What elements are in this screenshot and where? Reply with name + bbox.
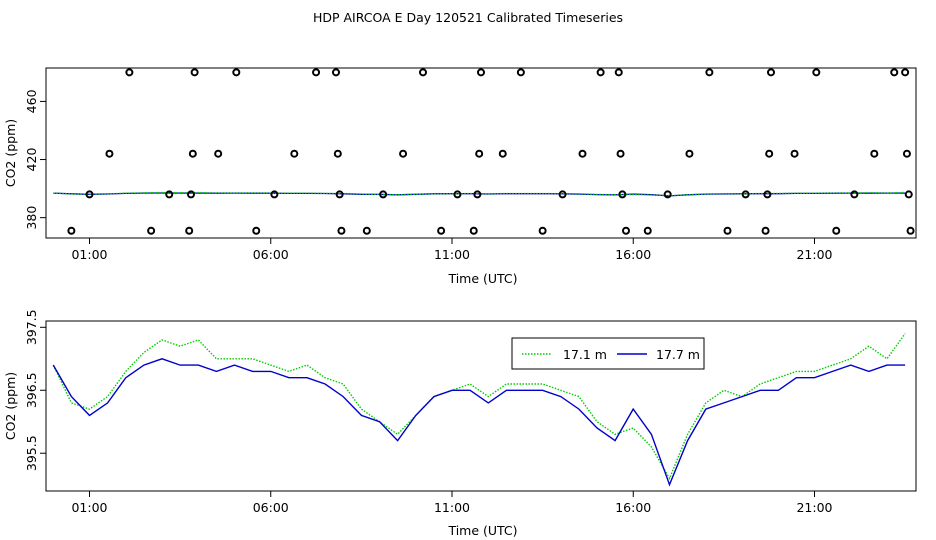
lower-y-tick-label: 395.5 (24, 435, 39, 471)
upper-y-tick-label: 380 (24, 206, 39, 230)
upper-x-tick-label: 06:00 (253, 247, 289, 262)
upper-x-tick-label: 01:00 (71, 247, 107, 262)
scatter-point (252, 226, 261, 235)
lower-x-tick-label: 11:00 (434, 500, 470, 515)
scatter-point (337, 226, 346, 235)
upper-y-axis-label: CO2 (ppm) (3, 119, 18, 187)
scatter-point (741, 190, 750, 199)
scatter-point (437, 226, 446, 235)
scatter-point (270, 190, 279, 199)
scatter-point (906, 226, 915, 235)
lower-y-axis-label: CO2 (ppm) (3, 372, 18, 440)
scatter-point (333, 149, 342, 158)
scatter-point (622, 226, 630, 235)
scatter-point (185, 226, 194, 235)
scatter-point (85, 190, 94, 199)
upper-x-tick-label: 16:00 (615, 247, 651, 262)
scatter-point (67, 226, 76, 235)
scatter-point (870, 149, 879, 158)
scatter-point (475, 149, 484, 158)
scatter-point (643, 226, 652, 235)
scatter-point (901, 68, 910, 77)
upper-scatter-points (67, 68, 915, 235)
upper-x-axis: 01:00 06:00 11:00 16:00 21:00 (71, 238, 833, 262)
lower-x-axis: 01:00 06:00 11:00 16:00 21:00 (71, 491, 833, 515)
lower-panel: 01:00 06:00 11:00 16:00 21:00 395.5 396.5 397.… (3, 309, 917, 538)
scatter-point (904, 190, 913, 199)
scatter-point (290, 149, 299, 158)
scatter-point (188, 149, 197, 158)
scatter-point (477, 68, 485, 77)
series-line-17-7 (52, 358, 906, 487)
lower-x-tick-label: 21:00 (796, 500, 832, 515)
upper-x-axis-label: Time (UTC) (447, 271, 517, 286)
scatter-point (616, 149, 625, 158)
upper-x-tick-label: 21:00 (796, 247, 832, 262)
upper-series-lines (53, 191, 906, 197)
scatter-point (832, 226, 841, 235)
upper-plot-frame (45, 67, 917, 239)
scatter-point (187, 190, 195, 199)
scatter-point (890, 68, 899, 77)
scatter-point (902, 149, 911, 158)
scatter-point (332, 68, 340, 77)
scatter-point (850, 190, 859, 199)
scatter-point (312, 68, 321, 77)
scatter-point (190, 68, 199, 77)
scatter-point (761, 226, 770, 235)
upper-y-axis: 380 420 460 (24, 89, 46, 230)
upper-panel: 01:00 06:00 11:00 16:00 21:00 380 420 460 Time… (3, 67, 917, 286)
legend-label-17-7: 17.7 m (656, 347, 700, 362)
scatter-point (165, 190, 174, 199)
scatter-point (453, 190, 462, 199)
scatter-point (379, 190, 388, 199)
lower-y-tick-label: 396.5 (24, 372, 39, 408)
lower-series-lines (52, 333, 906, 487)
scatter-point (125, 68, 134, 77)
scatter-point (516, 68, 525, 77)
upper-series-line (53, 191, 906, 197)
lower-y-axis: 395.5 396.5 397.5 (24, 309, 46, 471)
scatter-point (723, 226, 732, 235)
scatter-point (558, 190, 567, 199)
scatter-point (812, 68, 821, 77)
scatter-point (362, 226, 371, 235)
scatter-point (498, 149, 507, 158)
scatter-point (105, 149, 114, 158)
upper-y-tick-label: 460 (24, 89, 39, 113)
scatter-point (790, 149, 799, 158)
lower-x-axis-label: Time (UTC) (447, 523, 517, 538)
scatter-point (419, 68, 427, 77)
scatter-point (232, 68, 241, 77)
scatter-point (765, 149, 774, 158)
scatter-point (685, 149, 694, 158)
scatter-point (147, 226, 156, 235)
scatter-point (663, 190, 672, 199)
scatter-point (596, 68, 605, 77)
legend-label-17-1: 17.1 m (563, 347, 607, 362)
scatter-point (618, 190, 627, 199)
lower-x-tick-label: 01:00 (71, 500, 107, 515)
scatter-point (763, 190, 772, 199)
scatter-point (469, 226, 478, 235)
scatter-point (614, 68, 623, 77)
lower-x-tick-label: 06:00 (253, 500, 289, 515)
lower-y-tick-label: 397.5 (24, 309, 39, 345)
upper-x-tick-label: 11:00 (434, 247, 470, 262)
scatter-point (767, 68, 775, 77)
upper-y-tick-label: 420 (24, 148, 39, 172)
scatter-point (214, 149, 223, 158)
series-line-17-1 (52, 333, 906, 480)
scatter-point (705, 68, 714, 77)
scatter-point (473, 190, 482, 199)
scatter-point (335, 190, 344, 199)
scatter-point (399, 149, 408, 158)
scatter-point (538, 226, 547, 235)
figure-title: HDP AIRCOA E Day 120521 Calibrated Times… (313, 10, 623, 25)
scatter-point (578, 149, 587, 158)
legend: 17.1 m 17.7 m (511, 337, 705, 370)
lower-x-tick-label: 16:00 (615, 500, 651, 515)
lower-plot-frame (45, 320, 917, 492)
